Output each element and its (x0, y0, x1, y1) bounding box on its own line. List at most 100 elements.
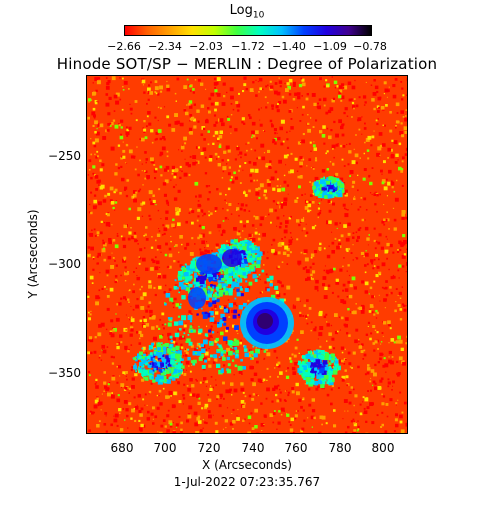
map-speckle (232, 108, 235, 111)
map-plage-speckle (160, 363, 164, 367)
map-speckle (213, 315, 215, 318)
map-plage-speckle (181, 315, 187, 321)
map-plage-speckle (302, 355, 306, 359)
map-plage-speckle (339, 187, 342, 191)
map-plage-speckle (188, 341, 193, 346)
map-speckle (285, 375, 290, 379)
map-speckle (403, 126, 407, 131)
map-speckle (379, 300, 381, 302)
map-speckle (383, 298, 387, 302)
map-speckle (189, 208, 192, 211)
map-speckle (276, 428, 278, 430)
map-speckle (270, 85, 274, 89)
map-speckle (239, 341, 242, 345)
map-plage-speckle (201, 275, 206, 281)
map-speckle (139, 337, 141, 340)
map-speckle (395, 404, 397, 406)
map-speckle (296, 297, 300, 301)
map-speckle (264, 281, 267, 284)
map-speckle (285, 220, 289, 224)
map-speckle (348, 401, 352, 405)
map-speckle (319, 242, 322, 246)
map-speckle (148, 392, 150, 395)
map-plage-speckle (146, 371, 150, 375)
map-speckle (276, 109, 280, 113)
map-plage-speckle (154, 362, 158, 366)
map-speckle (94, 175, 99, 179)
map-speckle (116, 235, 119, 237)
map-speckle (133, 157, 136, 159)
map-speckle (133, 396, 136, 399)
map-speckle (300, 218, 305, 222)
map-speckle (360, 305, 365, 310)
map-speckle (146, 125, 148, 128)
map-speckle (292, 305, 296, 309)
map-speckle (88, 429, 91, 432)
map-speckle (306, 299, 309, 302)
map-speckle (304, 257, 309, 262)
map-speckle (190, 313, 193, 316)
map-speckle (381, 220, 385, 224)
map-speckle (154, 80, 158, 83)
map-speckle (401, 160, 404, 163)
map-plage-speckle (302, 365, 307, 371)
map-speckle (107, 123, 111, 126)
map-speckle (90, 411, 94, 415)
map-plage-speckle (168, 348, 171, 351)
map-speckle (310, 329, 312, 332)
map-speckle (173, 260, 176, 263)
map-speckle (392, 385, 394, 387)
map-speckle (346, 296, 349, 298)
map-speckle (143, 247, 146, 249)
map-speckle (268, 165, 272, 169)
map-plage-speckle (311, 370, 317, 376)
colorbar (124, 25, 372, 36)
map-speckle (195, 378, 197, 381)
map-speckle (362, 177, 366, 181)
map-speckle (276, 293, 281, 297)
map-speckle (319, 210, 322, 212)
map-speckle (130, 417, 133, 420)
map-speckle (219, 305, 224, 310)
map-speckle (166, 155, 169, 158)
map-speckle (276, 91, 281, 96)
map-speckle (240, 339, 242, 342)
map-speckle (294, 92, 298, 96)
map-speckle (294, 414, 298, 418)
map-speckle (125, 143, 129, 147)
map-plage-speckle (245, 266, 250, 271)
map-speckle (244, 395, 247, 398)
map-speckle (233, 171, 236, 175)
map-speckle (365, 432, 369, 433)
map-speckle (221, 122, 225, 127)
map-speckle (167, 265, 170, 268)
map-speckle (371, 135, 375, 139)
map-plage-speckle (142, 368, 146, 371)
map-plage-speckle (189, 325, 193, 328)
map-plage-speckle (133, 357, 137, 361)
map-speckle (182, 355, 185, 357)
polarization-map-image (87, 76, 407, 433)
map-speckle (348, 391, 352, 394)
map-speckle (265, 215, 267, 217)
map-speckle (213, 305, 217, 308)
map-speckle (401, 98, 404, 101)
map-plage-speckle (170, 348, 173, 351)
map-speckle (106, 274, 109, 277)
map-speckle (125, 271, 127, 273)
map-speckle (125, 131, 130, 136)
map-plage-speckle (340, 189, 345, 193)
map-speckle (305, 269, 310, 274)
map-speckle (395, 340, 399, 344)
map-speckle (355, 328, 359, 332)
map-speckle (130, 112, 133, 115)
map-speckle (244, 153, 247, 156)
map-speckle (113, 190, 116, 194)
map-speckle (361, 218, 364, 222)
map-speckle (292, 98, 296, 101)
map-speckle (358, 340, 360, 343)
map-speckle (159, 165, 163, 169)
map-speckle (362, 401, 364, 403)
map-plage-speckle (339, 183, 345, 189)
map-speckle (262, 88, 264, 90)
